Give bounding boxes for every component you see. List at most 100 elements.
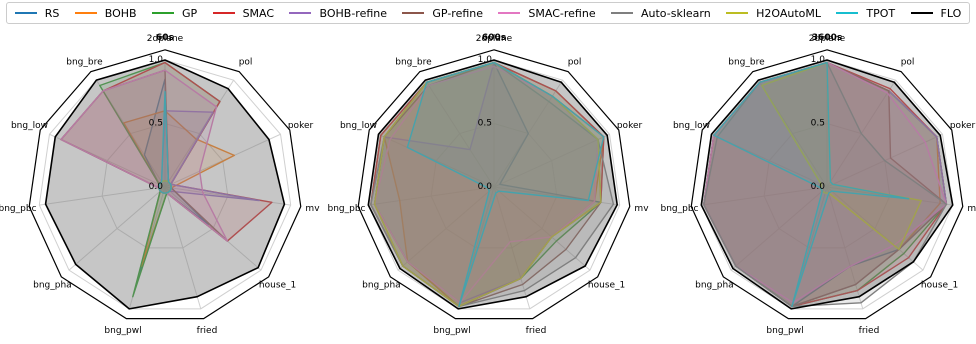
legend-label: TPOT	[866, 6, 896, 20]
grid-spoke	[368, 186, 495, 206]
grid-spoke	[701, 186, 828, 206]
series-TPOT	[713, 61, 910, 308]
category-label: 2dplane	[476, 34, 513, 44]
legend-item-8: H2OAutoML	[726, 7, 821, 20]
category-label: bng_pha	[362, 281, 401, 291]
category-label: 2dplane	[147, 34, 184, 44]
outer-frame	[28, 49, 302, 320]
legend-item-5: GP-refine	[402, 7, 483, 20]
legend-swatch	[212, 12, 235, 14]
category-label: poker	[288, 121, 314, 131]
category-label: bng_pwl	[766, 326, 803, 336]
chart-title: 3600s	[812, 33, 842, 43]
category-label: mv	[634, 204, 649, 214]
category-label: house_1	[588, 281, 625, 291]
grid-spoke	[68, 186, 166, 271]
series-FLO	[44, 59, 286, 310]
legend-label: GP-refine	[432, 6, 484, 20]
category-label: pol	[568, 58, 582, 68]
category-label: bng_pbc	[328, 204, 366, 214]
legend-label: RS	[44, 6, 60, 20]
category-label: pol	[239, 58, 253, 68]
grid-spoke	[164, 186, 262, 271]
category-label: fried	[526, 326, 547, 336]
legend-item-2: GP	[152, 7, 197, 20]
legend-label: BOHB	[104, 6, 137, 20]
radial-tick-label: 1.0	[478, 55, 493, 65]
category-label: bng_bre	[66, 58, 103, 68]
category-label: 2dplane	[809, 34, 846, 44]
category-label: bng_pwl	[433, 326, 470, 336]
category-label: house_1	[259, 281, 296, 291]
grid-spoke	[493, 133, 610, 188]
category-label: bng_low	[673, 121, 710, 131]
category-label: mv	[305, 204, 320, 214]
legend-swatch	[74, 12, 97, 14]
series-TPOT	[406, 61, 605, 308]
category-label: house_1	[921, 281, 958, 291]
category-label: mv	[967, 204, 976, 214]
grid-spoke	[397, 186, 495, 271]
outer-frame	[357, 49, 631, 320]
legend-swatch	[498, 12, 521, 14]
grid-spoke	[493, 186, 531, 309]
category-label: bng_bre	[395, 58, 432, 68]
legend-swatch	[726, 12, 749, 14]
chart-title: 60s	[156, 33, 174, 43]
category-label: bng_low	[340, 121, 377, 131]
category-label: bng_pha	[695, 281, 734, 291]
category-label: bng_pbc	[661, 204, 699, 214]
outer-frame	[690, 49, 964, 320]
grid-spoke	[826, 186, 953, 206]
legend-label: GP	[182, 6, 198, 20]
grid-spoke	[826, 186, 864, 309]
category-label: poker	[950, 121, 976, 131]
grid-spoke	[164, 79, 235, 188]
grid-ring	[38, 59, 292, 310]
category-label: bng_pha	[33, 281, 72, 291]
category-label: fried	[197, 326, 218, 336]
grid-spoke	[39, 186, 166, 206]
legend-swatch	[152, 12, 174, 14]
grid-spoke	[826, 186, 924, 271]
legend-swatch	[14, 12, 37, 14]
legend-item-4: BOHB-refine	[289, 7, 387, 20]
radial-tick-label: 0.0	[811, 182, 826, 192]
category-label: fried	[859, 326, 880, 336]
series-H2OAutoML	[373, 61, 602, 308]
radial-tick-label: 0.0	[478, 182, 493, 192]
legend-swatch	[289, 12, 312, 14]
radial-tick-label: 0.5	[478, 119, 492, 129]
category-label: bng_bre	[728, 58, 765, 68]
legend-label: BOHB-refine	[319, 6, 387, 20]
grid-spoke	[424, 79, 495, 188]
series-FLO	[700, 59, 954, 310]
category-label: bng_pbc	[0, 204, 37, 214]
radial-tick-label: 1.0	[149, 55, 164, 65]
grid-ring	[430, 122, 558, 249]
legend-label: SMAC-refine	[528, 6, 596, 20]
legend-label: H2OAutoML	[756, 6, 821, 20]
legend-item-9: TPOT	[836, 7, 895, 20]
series-TPOT	[158, 91, 172, 194]
legend-swatch	[402, 12, 425, 14]
legend-item-10: FLO	[910, 6, 962, 20]
legend-item-0: RS	[14, 6, 60, 20]
chart-title: 600s	[482, 33, 506, 43]
radial-tick-label: 0.0	[149, 182, 164, 192]
category-label: pol	[901, 58, 915, 68]
legend-item-7: Auto-sklearn	[611, 7, 711, 20]
legend-item-1: BOHB	[74, 6, 137, 20]
legend-label: SMAC	[242, 6, 275, 20]
radial-tick-label: 1.0	[811, 55, 826, 65]
grid-spoke	[493, 186, 591, 271]
legend-swatch	[910, 12, 933, 14]
grid-spoke	[730, 186, 828, 271]
radial-tick-label: 0.5	[811, 119, 825, 129]
grid-ring	[101, 122, 229, 249]
legend-label: FLO	[940, 6, 962, 20]
